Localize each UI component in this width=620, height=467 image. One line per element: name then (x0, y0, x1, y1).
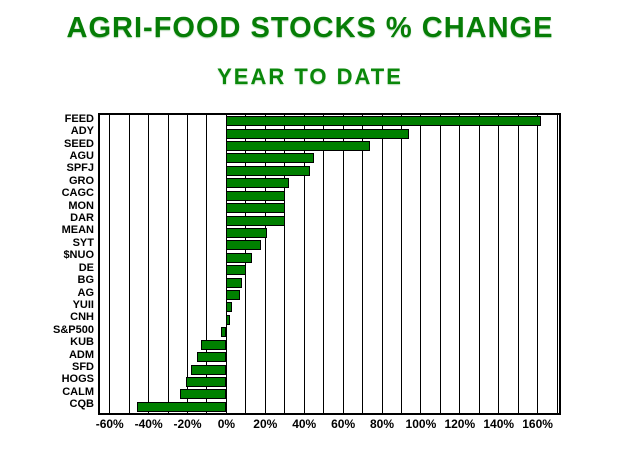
y-axis-label: S&P500 (53, 323, 94, 336)
grid-line (109, 115, 111, 413)
bar-AG (226, 290, 241, 301)
bar-ADM (197, 352, 227, 363)
bar-ADY (226, 128, 410, 139)
bar-$NUO (226, 252, 252, 263)
y-axis-label: AGU (69, 149, 94, 162)
grid-line (362, 115, 364, 413)
y-axis-label: AG (77, 286, 95, 299)
bar-SEED (226, 141, 371, 152)
y-axis-label: GRO (68, 174, 94, 187)
grid-line (303, 115, 305, 413)
grid-line (381, 115, 383, 413)
grid-line (245, 115, 247, 413)
y-axis-label: ADY (70, 125, 94, 138)
chart-subtitle: YEAR TO DATE (217, 64, 403, 89)
y-axis-label: MEAN (61, 224, 94, 237)
bar-MEAN (226, 227, 268, 238)
grid-line (264, 115, 266, 413)
grid-line (167, 115, 169, 413)
bar-MON (226, 203, 285, 214)
bar-CNH (226, 314, 231, 325)
x-axis-label: 40% (292, 417, 317, 431)
grid-line (478, 115, 480, 413)
y-axis-label: $NUO (63, 249, 94, 262)
grid-line (187, 115, 189, 413)
grid-line (556, 115, 558, 413)
bar-KUB (201, 339, 227, 350)
bar-S&P500 (220, 327, 227, 338)
x-axis-label: 140% (483, 417, 515, 431)
y-axis-label: YUII (72, 298, 94, 311)
bar-BG (226, 277, 242, 288)
y-axis-label: HOGS (61, 373, 94, 386)
grid-line (439, 115, 441, 413)
y-axis-label: CQB (69, 398, 94, 411)
x-axis-label: -60% (95, 417, 124, 431)
bar-DAR (226, 215, 285, 226)
y-axis-label: ADM (68, 348, 94, 361)
bar-DE (226, 265, 246, 276)
grid-line (537, 115, 539, 413)
grid-line (148, 115, 150, 413)
bar-CAGC (226, 190, 285, 201)
y-axis-label: DAR (70, 212, 94, 225)
y-axis-label: SPFJ (66, 162, 94, 175)
x-axis-label: 0% (217, 417, 236, 431)
y-axis-label: CALM (62, 385, 94, 398)
grid-line (342, 115, 344, 413)
chart-title: AGRI-FOOD STOCKS % CHANGE (66, 12, 554, 44)
y-axis-label: MON (68, 199, 94, 212)
bar-SYT (226, 240, 262, 251)
grid-line (420, 115, 422, 413)
x-axis-label: -40% (134, 417, 163, 431)
y-axis-label: KUB (70, 336, 94, 349)
grid-line (206, 115, 208, 413)
y-axis-label: SFD (72, 361, 94, 374)
grid-line (459, 115, 461, 413)
bar-GRO (226, 178, 289, 189)
grid-line (284, 115, 286, 413)
x-axis-label: 20% (253, 417, 278, 431)
y-axis-label: CNH (70, 311, 94, 324)
x-axis-label: 100% (405, 417, 437, 431)
bar-SPFJ (226, 165, 311, 176)
plot-area (98, 113, 561, 415)
x-axis-label: 60% (331, 417, 356, 431)
grid-line (225, 115, 227, 413)
y-axis-label: SEED (64, 137, 94, 150)
bar-AGU (226, 153, 314, 164)
x-axis-label: 120% (444, 417, 476, 431)
bar-CALM (179, 389, 227, 400)
bar-SFD (191, 364, 227, 375)
y-axis-label: DE (78, 261, 94, 274)
x-axis-label: -20% (173, 417, 202, 431)
bar-HOGS (185, 376, 227, 387)
bar-FEED (226, 116, 542, 127)
y-axis-label: SYT (72, 236, 94, 249)
bar-YUII (226, 302, 233, 313)
grid-line (498, 115, 500, 413)
y-axis-label: BG (77, 274, 95, 287)
grid-line (517, 115, 519, 413)
y-axis-label: FEED (64, 112, 94, 125)
y-axis-label: CAGC (61, 187, 94, 200)
x-axis-label: 160% (522, 417, 553, 431)
grid-line (128, 115, 130, 413)
grid-line (400, 115, 402, 413)
x-axis-label: 80% (369, 417, 395, 431)
grid-line (323, 115, 325, 413)
bar-CQB (136, 401, 227, 412)
